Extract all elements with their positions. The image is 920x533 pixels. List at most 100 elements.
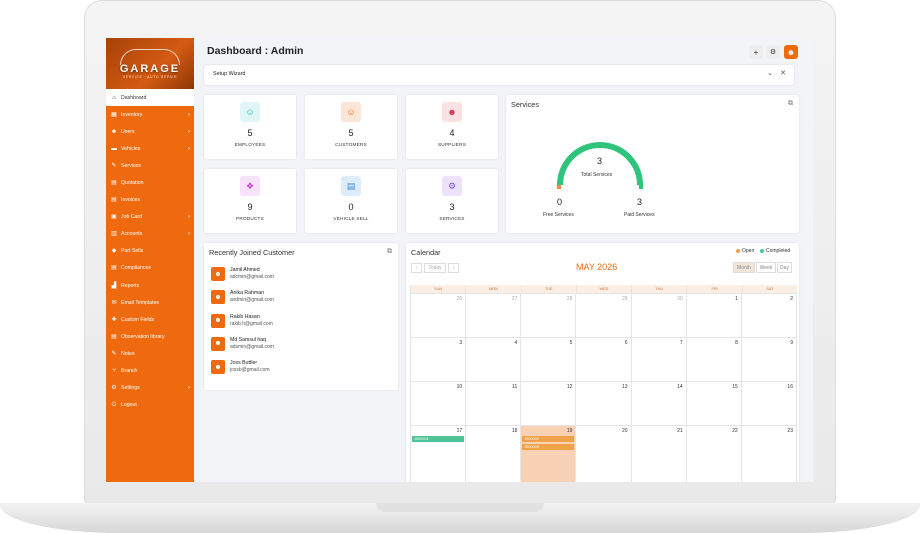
customer-name: Rakib Hasan bbox=[230, 313, 260, 320]
calendar-event[interactable]: J000001 bbox=[412, 436, 465, 442]
calendar-day[interactable]: 20 bbox=[575, 426, 630, 482]
calendar-day[interactable]: 5 bbox=[520, 338, 575, 381]
calendar-day[interactable]: 28 bbox=[520, 294, 575, 337]
stat-card-products[interactable]: ❖ 9 PRODUCTS bbox=[204, 169, 296, 233]
calendar-day[interactable]: 21 bbox=[630, 426, 686, 482]
sidebar-item-label: Branch bbox=[121, 368, 138, 375]
calendar-day[interactable]: 8 bbox=[685, 338, 741, 381]
calendar-day[interactable]: 15 bbox=[685, 382, 741, 425]
calendar-day[interactable]: 19 J000002 J000003 bbox=[520, 426, 576, 482]
calendar-day[interactable]: 26 bbox=[410, 294, 465, 337]
customer-row[interactable]: ☻ Joss Buttler jossb@gmail.com bbox=[211, 358, 391, 378]
calendar-day[interactable]: 9 bbox=[740, 338, 797, 381]
sidebar-item-users[interactable]: ☻ Users › bbox=[106, 123, 194, 140]
calendar-event[interactable]: J000002 bbox=[522, 436, 575, 442]
sidebar-item-reports[interactable]: ▟ Reports bbox=[106, 277, 194, 294]
customer-row[interactable]: ☻ Md Samsul haq adsmin@gmail.com bbox=[211, 335, 391, 355]
today-button[interactable]: Today bbox=[424, 263, 446, 273]
stat-value: 9 bbox=[247, 202, 253, 212]
sidebar-item-label: Job Card bbox=[121, 214, 143, 221]
calendar-day[interactable]: 30 bbox=[630, 294, 686, 337]
calendar-day[interactable]: 7 bbox=[630, 338, 686, 381]
customer-row[interactable]: ☻ Jamil Ahmed adcmin@gmail.com bbox=[211, 265, 391, 285]
next-month-button[interactable]: › bbox=[448, 263, 459, 273]
prev-month-button[interactable]: ‹ bbox=[411, 263, 422, 273]
view-week-button[interactable]: Week bbox=[756, 262, 776, 273]
calendar-day[interactable]: 17 J000001 bbox=[410, 426, 465, 482]
brand-logo[interactable]: GARAGE SERVICE · AUTO REPAIR bbox=[106, 38, 194, 89]
calendar-day[interactable]: 23 bbox=[740, 426, 797, 482]
sidebar-nav: ⌂ Dashboard ▦ Inventory › ☻ Users › ▬ Vehicles › ✎ S… bbox=[106, 89, 194, 414]
view-day-button[interactable]: Day bbox=[777, 262, 792, 273]
calendar-day[interactable]: 2 bbox=[740, 294, 797, 337]
calendar-day[interactable]: 1 bbox=[685, 294, 741, 337]
calendar-day[interactable]: 10 bbox=[410, 382, 465, 425]
sidebar-item-label: Quotation bbox=[121, 180, 144, 187]
calendar-day[interactable]: 4 bbox=[465, 338, 520, 381]
settings-button[interactable]: ⚙ bbox=[766, 45, 780, 59]
day-number: 1 bbox=[735, 296, 738, 302]
calendar-day[interactable]: 6 bbox=[575, 338, 630, 381]
sidebar-item-inventory[interactable]: ▦ Inventory › bbox=[106, 106, 194, 123]
calendar-day[interactable]: 27 bbox=[465, 294, 520, 337]
weekday-wed: WED bbox=[575, 285, 631, 293]
external-link-icon[interactable]: ⧉ bbox=[387, 248, 392, 255]
calendar-day[interactable]: 14 bbox=[630, 382, 686, 425]
stat-card-services[interactable]: ⚙ 3 SERVICES bbox=[406, 169, 498, 233]
calendar-day[interactable]: 11 bbox=[465, 382, 520, 425]
chevron-down-icon[interactable]: ⌄ bbox=[767, 70, 773, 77]
profile-button[interactable]: ☻ bbox=[784, 45, 798, 59]
customer-row[interactable]: ☻ Rakib Hasan rakib.h@gmail.com bbox=[211, 312, 391, 332]
calendar-day[interactable]: 3 bbox=[410, 338, 465, 381]
calendar-day[interactable]: 13 bbox=[575, 382, 630, 425]
customer-email: rakib.h@gmail.com bbox=[230, 320, 273, 327]
day-number: 6 bbox=[624, 340, 628, 346]
legend-completed: Completed bbox=[760, 248, 790, 254]
sidebar-item-email-templates[interactable]: ✉ Email Templates bbox=[106, 294, 194, 311]
weekday-header: SUN MON TUE WED THU FRI SAT bbox=[410, 285, 797, 293]
customer-icon: ☺ bbox=[341, 102, 361, 122]
external-link-icon[interactable]: ⧉ bbox=[788, 100, 793, 107]
sidebar-item-invoices[interactable]: ▤ Invoices bbox=[106, 192, 194, 209]
sidebar-item-notes[interactable]: ✎ Notes bbox=[106, 345, 194, 362]
legend-dot bbox=[736, 249, 740, 253]
calendar-day[interactable]: 18 bbox=[465, 426, 520, 482]
sidebar-item-branch[interactable]: ⑂ Branch bbox=[106, 363, 194, 380]
add-button[interactable]: + bbox=[749, 45, 763, 59]
stat-card-vehicle-sell[interactable]: ▤ 0 VEHICLE SELL bbox=[305, 169, 397, 233]
day-number: 9 bbox=[790, 340, 793, 346]
sidebar-item-dashboard[interactable]: ⌂ Dashboard bbox=[106, 89, 194, 107]
view-month-button[interactable]: Month bbox=[733, 262, 755, 273]
sidebar-item-observation-library[interactable]: ▤ Observation library bbox=[106, 328, 194, 345]
calendar-day[interactable]: 16 bbox=[740, 382, 797, 425]
stat-card-suppliers[interactable]: ☻ 4 SUPPLIERS bbox=[406, 95, 498, 159]
sidebar-item-compliances[interactable]: ▤ Compliances bbox=[106, 260, 194, 277]
sidebar-item-vehicles[interactable]: ▬ Vehicles › bbox=[106, 140, 194, 157]
chevron-right-icon: › bbox=[188, 145, 190, 152]
user-avatar-icon: ☻ bbox=[786, 47, 796, 57]
setup-wizard-bar[interactable]: Setup Wizard ⌄ ✕ bbox=[204, 65, 794, 85]
sidebar-item-job-card[interactable]: ▣ Job Card › bbox=[106, 209, 194, 226]
sidebar-item-custom-fields[interactable]: ✚ Custom Fields bbox=[106, 311, 194, 328]
sidebar-item-settings[interactable]: ⚙ Settings › bbox=[106, 380, 194, 397]
day-number: 20 bbox=[622, 428, 628, 434]
vehicle-sell-icon: ▤ bbox=[341, 176, 361, 196]
sidebar-item-accounts[interactable]: ▥ Accounts › bbox=[106, 226, 194, 243]
calendar-event[interactable]: J000003 bbox=[522, 444, 575, 450]
close-icon[interactable]: ✕ bbox=[780, 70, 786, 77]
stat-label: VEHICLE SELL bbox=[333, 216, 369, 221]
calendar-day[interactable]: 12 bbox=[520, 382, 575, 425]
stat-value: 0 bbox=[348, 202, 354, 212]
day-number: 7 bbox=[679, 340, 683, 346]
customer-row[interactable]: ☻ Anika Rahman avdmin@gmail.com bbox=[211, 288, 391, 308]
day-number: 3 bbox=[459, 340, 463, 346]
stat-card-customers[interactable]: ☺ 5 CUSTOMERS bbox=[305, 95, 397, 159]
calendar-day[interactable]: 29 bbox=[575, 294, 630, 337]
calendar-week: 3 4 5 6 7 8 9 bbox=[410, 337, 797, 381]
sidebar-item-services[interactable]: ✎ Services bbox=[106, 157, 194, 174]
sidebar-item-quotation[interactable]: ▤ Quotation bbox=[106, 174, 194, 191]
calendar-day[interactable]: 22 bbox=[685, 426, 741, 482]
stat-card-employees[interactable]: ☺ 5 EMPLOYEES bbox=[204, 95, 296, 159]
sidebar-item-part-sells[interactable]: ◆ Part Sells bbox=[106, 243, 194, 260]
sidebar-item-logout[interactable]: ⏻ Logout bbox=[106, 397, 194, 414]
